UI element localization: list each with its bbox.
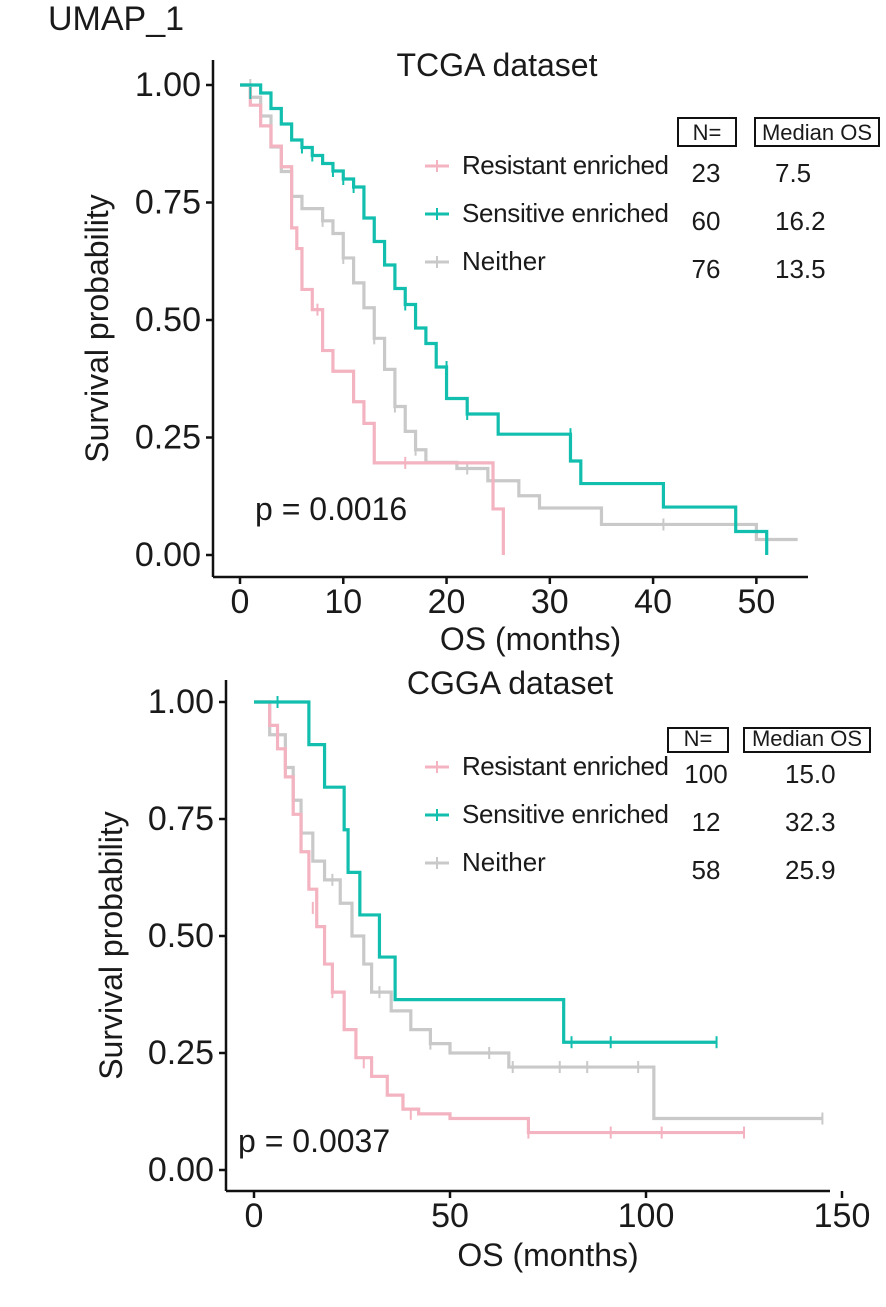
y-axis-title: Survival probability — [79, 194, 115, 463]
x-tick-label: 40 — [634, 583, 672, 621]
n-value-sensitive: 12 — [692, 807, 721, 837]
x-tick-label: 100 — [618, 1197, 675, 1235]
survival-curve-sensitive — [254, 700, 717, 1044]
n-value-neither: 58 — [692, 855, 721, 885]
y-tick-label: 0.25 — [148, 1034, 214, 1072]
legend-label-resistant: Resistant enriched — [462, 751, 669, 781]
survival-curve-sensitive — [240, 83, 769, 555]
n-value-resistant: 23 — [692, 158, 721, 188]
median-os-value-neither: 25.9 — [785, 855, 836, 885]
y-tick-label: 0.75 — [135, 184, 201, 222]
median-os-header: Median OS — [752, 726, 862, 751]
n-value-neither: 76 — [692, 254, 721, 284]
legend-label-resistant: Resistant enriched — [462, 150, 669, 180]
legend-label-neither: Neither — [462, 246, 546, 276]
legend-label-neither: Neither — [462, 847, 546, 877]
n-value-resistant: 100 — [684, 759, 727, 789]
x-tick-label: 10 — [324, 583, 362, 621]
median-os-value-sensitive: 16.2 — [775, 206, 826, 236]
n-header-box — [677, 117, 737, 147]
y-tick-label: 0.25 — [135, 419, 201, 457]
legend-label-sensitive: Sensitive enriched — [462, 198, 669, 228]
y-tick-label: 1.00 — [148, 683, 214, 721]
x-tick-label: 150 — [814, 1197, 871, 1235]
n-value-sensitive: 60 — [692, 206, 721, 236]
median-os-value-resistant: 7.5 — [775, 158, 811, 188]
y-tick-label: 0.50 — [135, 301, 201, 339]
x-axis-title: OS (months) — [440, 621, 621, 657]
x-tick-label: 0 — [245, 1197, 264, 1235]
legend-label-sensitive: Sensitive enriched — [462, 799, 669, 829]
median-os-value-sensitive: 32.3 — [785, 807, 836, 837]
median-os-header: Median OS — [762, 120, 872, 145]
survival-curve-resistant — [240, 83, 505, 555]
km-panel-tcga: 0.00 0.25 0.50 0.75 1.00 0 10 20 30 40 50 TCGA data… — [79, 47, 880, 657]
figure-label: UMAP_1 — [48, 0, 184, 38]
n-header-box — [667, 727, 729, 753]
p-value: p = 0.0016 — [255, 491, 407, 527]
y-tick-label: 0.75 — [148, 800, 214, 838]
x-tick-label: 50 — [431, 1197, 469, 1235]
x-tick-label: 30 — [531, 583, 569, 621]
x-axis-title: OS (months) — [457, 1237, 638, 1273]
chart-title: CGGA dataset — [407, 665, 613, 701]
x-tick-label: 20 — [428, 583, 466, 621]
chart-title: TCGA dataset — [397, 47, 598, 83]
x-tick-label: 50 — [737, 583, 775, 621]
y-tick-label: 0.00 — [148, 1151, 214, 1189]
y-tick-label: 0.00 — [135, 536, 201, 574]
median-os-header-box — [743, 727, 871, 753]
n-header: N= — [684, 726, 713, 751]
p-value: p = 0.0037 — [238, 1123, 390, 1159]
n-header: N= — [693, 120, 722, 145]
median-os-header-box — [754, 117, 880, 147]
km-panel-cgga: 0.00 0.25 0.50 0.75 1.00 0 50 100 150 CGGA datase… — [93, 665, 871, 1273]
median-os-value-neither: 13.5 — [775, 254, 826, 284]
median-os-value-resistant: 15.0 — [785, 759, 836, 789]
y-tick-label: 0.50 — [148, 917, 214, 955]
x-tick-label: 0 — [231, 583, 250, 621]
y-tick-label: 1.00 — [135, 66, 201, 104]
y-axis-title: Survival probability — [93, 811, 129, 1080]
